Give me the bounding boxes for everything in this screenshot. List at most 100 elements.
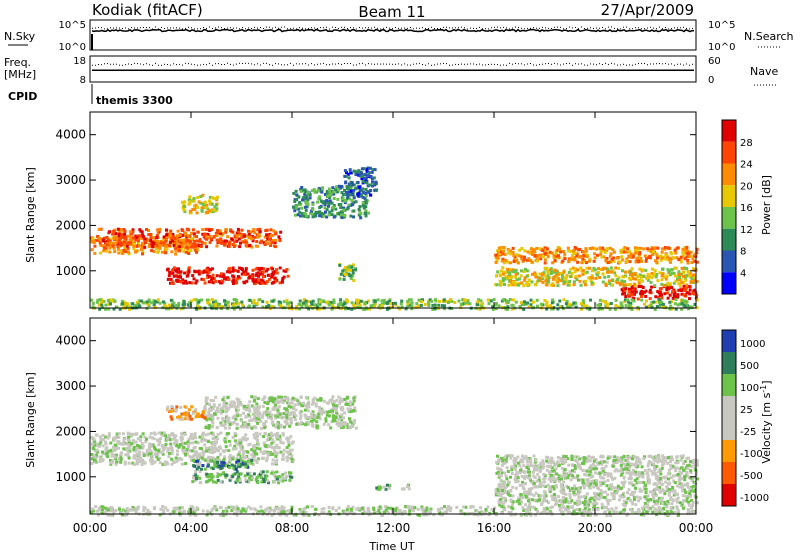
heatmap-cell — [222, 274, 226, 278]
heatmap-cell — [535, 246, 539, 250]
nave-point — [539, 64, 540, 66]
heatmap-cell — [93, 251, 97, 255]
heatmap-cell — [236, 414, 239, 418]
heatmap-cell — [332, 298, 336, 302]
heatmap-cell — [252, 299, 256, 302]
heatmap-cell — [104, 440, 107, 444]
heatmap-cell — [645, 257, 648, 261]
nave-point — [488, 64, 489, 65]
nave-point — [368, 63, 369, 65]
heatmap-cell — [673, 248, 677, 252]
heatmap-cell — [213, 303, 217, 307]
heatmap-cell — [600, 267, 604, 271]
heatmap-cell — [231, 400, 235, 404]
nave-point — [230, 63, 231, 65]
heatmap-cell — [232, 298, 236, 302]
heatmap-cell — [327, 202, 331, 206]
heatmap-cell — [276, 415, 280, 419]
heatmap-cell — [249, 474, 253, 478]
heatmap-cell — [585, 270, 589, 274]
heatmap-cell — [336, 197, 340, 201]
heatmap-cell — [685, 291, 689, 295]
heatmap-cell — [660, 278, 664, 282]
heatmap-cell — [296, 402, 300, 406]
heatmap-cell — [117, 232, 121, 236]
heatmap-cell — [176, 236, 180, 240]
heatmap-cell — [261, 452, 265, 456]
heatmap-cell — [366, 174, 370, 178]
heatmap-cell — [242, 240, 246, 244]
heatmap-cell — [489, 299, 493, 303]
heatmap-cell — [235, 239, 239, 243]
heatmap-cell — [218, 229, 222, 233]
heatmap-cell — [686, 485, 690, 489]
heatmap-cell — [423, 303, 427, 306]
nave-point — [449, 64, 450, 66]
heatmap-cell — [133, 456, 137, 460]
heatmap-cell — [683, 277, 687, 281]
heatmap-cell — [215, 302, 219, 306]
heatmap-cell — [519, 255, 523, 259]
heatmap-cell — [262, 422, 266, 426]
heatmap-cell — [275, 422, 279, 426]
heatmap-cell — [254, 426, 258, 430]
heatmap-cell — [251, 418, 255, 422]
heatmap-cell — [211, 451, 215, 455]
heatmap-cell — [555, 501, 559, 505]
heatmap-cell — [90, 248, 94, 252]
heatmap-cell — [387, 301, 391, 304]
heatmap-cell — [110, 452, 114, 456]
heatmap-cell — [551, 298, 555, 302]
nave-point — [194, 64, 195, 66]
heatmap-cell — [346, 195, 350, 199]
heatmap-cell — [313, 303, 317, 307]
heatmap-cell — [198, 239, 202, 243]
nsearch-point — [668, 28, 669, 30]
heatmap-cell — [286, 401, 290, 405]
heatmap-cell — [232, 282, 235, 285]
heatmap-cell — [512, 280, 515, 284]
heatmap-cell — [289, 421, 293, 425]
heatmap-cell — [93, 443, 96, 447]
heatmap-cell — [206, 211, 210, 214]
heatmap-cell — [141, 235, 145, 239]
heatmap-cell — [669, 250, 673, 254]
heatmap-cell — [112, 229, 116, 233]
heatmap-cell — [209, 237, 213, 241]
heatmap-cell — [205, 418, 209, 422]
nave-point — [338, 63, 339, 65]
heatmap-cell — [216, 416, 220, 420]
heatmap-cell — [685, 255, 689, 259]
heatmap-cell — [628, 304, 632, 307]
heatmap-cell — [156, 298, 160, 302]
heatmap-cell — [626, 300, 630, 304]
heatmap-cell — [156, 438, 159, 442]
heatmap-cell — [174, 252, 178, 256]
heatmap-cell — [122, 442, 126, 446]
heatmap-cell — [205, 268, 209, 272]
heatmap-cell — [214, 231, 218, 235]
heatmap-cell — [255, 452, 259, 456]
heatmap-cell — [532, 273, 536, 276]
heatmap-cell — [318, 195, 322, 199]
heatmap-cell — [248, 409, 252, 413]
nsearch-point — [650, 26, 651, 28]
heatmap-cell — [691, 257, 695, 261]
heatmap-cell — [211, 441, 215, 445]
heatmap-cell — [253, 231, 257, 235]
heatmap-cell — [378, 303, 382, 307]
heatmap-cell — [253, 449, 257, 453]
heatmap-cell — [612, 250, 616, 254]
heatmap-cell — [332, 301, 336, 305]
heatmap-cell — [503, 500, 507, 504]
heatmap-cell — [207, 450, 211, 453]
heatmap-cell — [213, 205, 217, 209]
heatmap-cell — [194, 248, 198, 252]
nave-point — [170, 64, 171, 66]
heatmap-cell — [274, 432, 278, 436]
heatmap-cell — [526, 250, 530, 254]
heatmap-cell — [117, 446, 120, 450]
heatmap-cell — [497, 304, 501, 308]
heatmap-cell — [106, 455, 110, 459]
nsearch-point — [278, 27, 279, 29]
